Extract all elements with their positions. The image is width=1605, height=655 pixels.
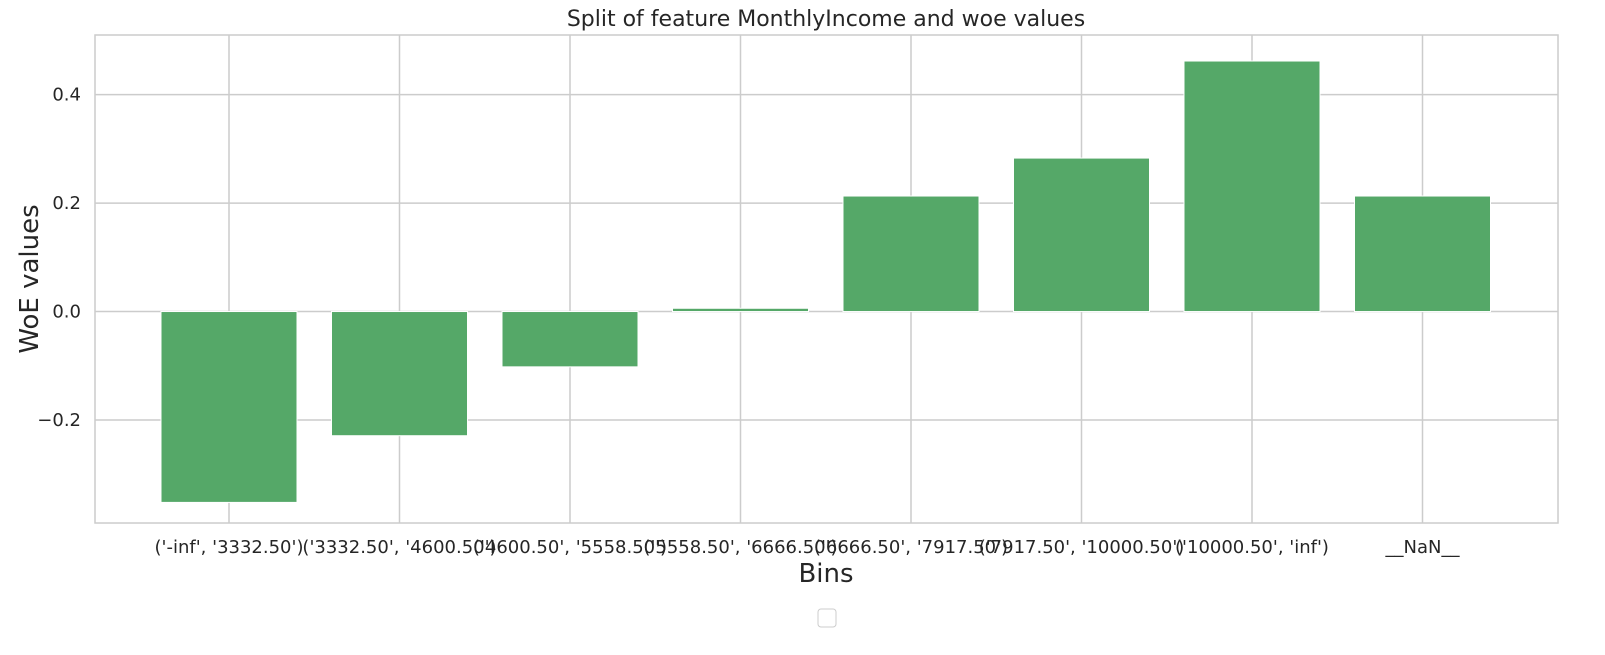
x-tick-label: ('5558.50', '6666.50') <box>643 537 837 558</box>
y-tick-labels: −0.2 0.0 0.2 0.4 <box>37 85 81 431</box>
plot-frame <box>94 34 1559 524</box>
x-tick-label: ('4600.50', '5558.50') <box>473 537 667 558</box>
bar <box>160 311 298 503</box>
bar <box>1013 157 1150 313</box>
x-tick-label: __NaN__ <box>1385 537 1461 558</box>
x-tick-label: ('-inf', '3332.50') <box>155 537 304 558</box>
y-tick-label: 0.4 <box>52 85 81 106</box>
y-tick-label: 0.2 <box>52 193 81 214</box>
y-axis-label: WoE values <box>15 204 45 353</box>
x-tick-label: ('3332.50', '4600.50') <box>302 537 496 558</box>
bar <box>501 311 639 368</box>
chart-title: Split of feature MonthlyIncome and woe v… <box>567 7 1085 32</box>
x-tick-label: ('10000.50', 'inf') <box>1175 537 1329 558</box>
x-axis-label: Bins <box>798 559 853 589</box>
bar <box>842 195 980 313</box>
x-tick-label: ('6666.50', '7917.50') <box>814 537 1008 558</box>
bar <box>1354 195 1491 313</box>
grid-lines <box>95 35 1558 523</box>
y-tick-label: −0.2 <box>37 410 81 431</box>
legend-box <box>817 608 837 628</box>
bar <box>672 307 809 313</box>
x-tick-labels: ('-inf', '3332.50')('3332.50', '4600.50'… <box>155 537 1461 558</box>
x-tick-label: ('7917.50', '10000.50') <box>979 537 1185 558</box>
bar <box>1183 60 1321 313</box>
bars <box>160 60 1491 503</box>
y-tick-label: 0.0 <box>52 302 81 323</box>
bar <box>331 311 468 437</box>
